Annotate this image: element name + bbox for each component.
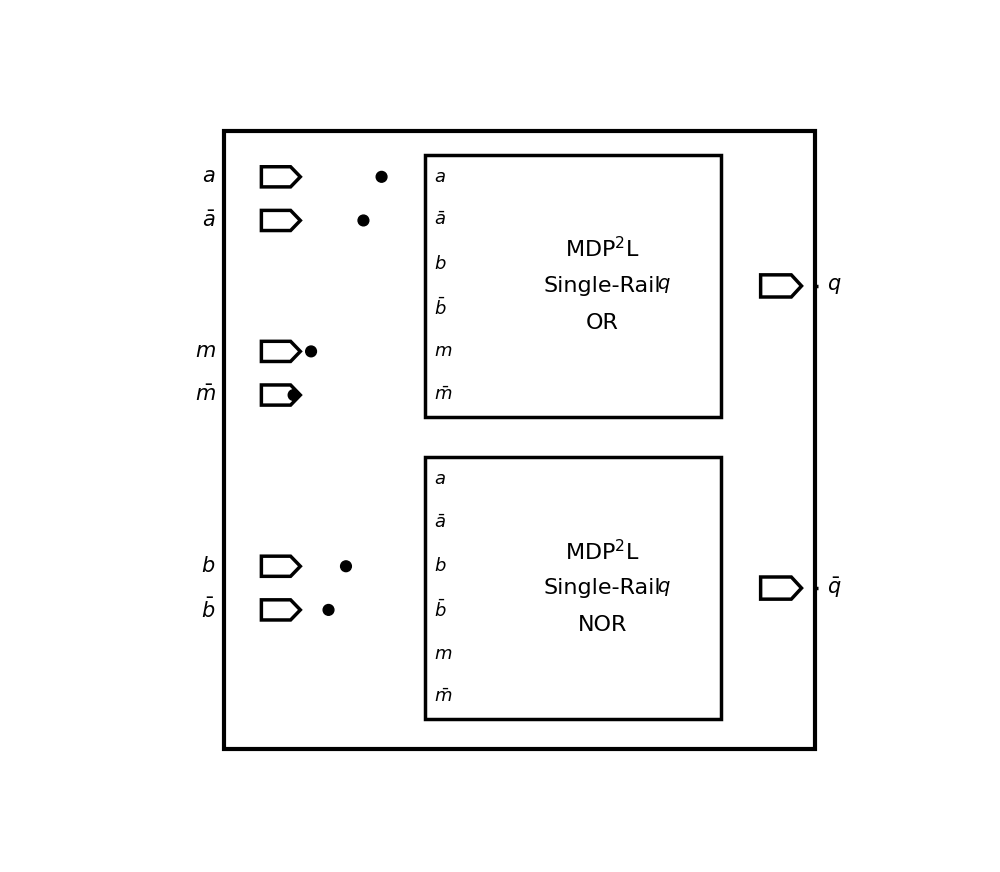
Circle shape [288, 390, 299, 400]
Text: $b$: $b$ [434, 557, 447, 576]
Text: $b$: $b$ [434, 255, 447, 273]
Circle shape [323, 604, 334, 616]
Polygon shape [261, 600, 300, 620]
Text: $\bar{a}$: $\bar{a}$ [202, 210, 216, 230]
Bar [224, 132, 815, 749]
Text: $\bar{a}$: $\bar{a}$ [434, 514, 446, 532]
Polygon shape [261, 385, 300, 405]
Text: $m$: $m$ [434, 644, 452, 663]
Text: $\bar{b}$: $\bar{b}$ [434, 599, 447, 621]
Text: $\bar{m}$: $\bar{m}$ [195, 385, 216, 405]
Circle shape [376, 172, 387, 182]
Text: Single-Rail: Single-Rail [544, 578, 661, 598]
Bar [425, 457, 721, 719]
Text: $q$: $q$ [657, 276, 670, 296]
Text: $\bar{q}$: $\bar{q}$ [827, 576, 841, 600]
Polygon shape [761, 275, 802, 297]
Text: NOR: NOR [578, 615, 627, 635]
Text: MDP$^2$L: MDP$^2$L [565, 539, 640, 563]
Text: $m$: $m$ [434, 343, 452, 360]
Text: $a$: $a$ [202, 167, 216, 187]
Text: $a$: $a$ [434, 470, 446, 488]
Text: $\bar{m}$: $\bar{m}$ [434, 688, 452, 706]
Text: MDP$^2$L: MDP$^2$L [565, 236, 640, 262]
Polygon shape [261, 341, 300, 362]
Bar [425, 155, 721, 417]
Text: $q$: $q$ [657, 579, 670, 597]
Polygon shape [261, 167, 300, 187]
Text: $\bar{b}$: $\bar{b}$ [434, 297, 447, 318]
Circle shape [341, 561, 351, 572]
Text: $a$: $a$ [434, 167, 446, 186]
Text: $m$: $m$ [195, 342, 216, 361]
Text: $\bar{b}$: $\bar{b}$ [201, 598, 216, 622]
Text: $q$: $q$ [827, 276, 841, 296]
Text: Single-Rail: Single-Rail [544, 276, 661, 296]
Circle shape [358, 215, 369, 226]
Polygon shape [261, 556, 300, 576]
Polygon shape [261, 210, 300, 230]
Polygon shape [761, 577, 802, 599]
Text: $\bar{m}$: $\bar{m}$ [434, 386, 452, 404]
Text: $\bar{a}$: $\bar{a}$ [434, 212, 446, 229]
Text: $b$: $b$ [201, 556, 216, 576]
Circle shape [306, 346, 316, 357]
Text: OR: OR [586, 313, 619, 333]
